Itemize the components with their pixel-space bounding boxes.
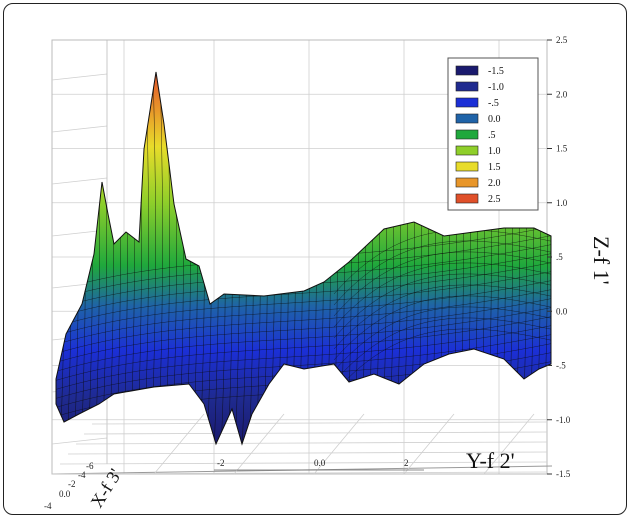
y-tick-label: 0.0 <box>314 458 326 468</box>
legend-swatch <box>455 81 479 92</box>
legend-label: 0.0 <box>488 114 501 125</box>
legend-swatch <box>455 65 479 76</box>
x-axis-ticks: -6-4-20.0-4 <box>44 461 94 511</box>
x-tick-label: -6 <box>86 461 94 471</box>
z-tick-label: 0.0 <box>556 306 568 316</box>
z-tick-label: -1.0 <box>556 415 571 425</box>
legend-label: -1.5 <box>488 66 504 77</box>
z-axis-label: Z-f 1' <box>589 236 614 285</box>
legend-swatch <box>455 161 479 172</box>
legend-label: .5 <box>488 130 496 141</box>
legend-swatch <box>455 193 479 204</box>
y-tick-label: 2 <box>404 458 409 468</box>
z-axis-ticks: 2.5 2.0 1.5 1.0 .5 0.0 -.5 -1.0 -1.5 <box>547 35 571 479</box>
x-tick-label: 0.0 <box>59 489 71 499</box>
surface-chart: 2.52.01.51.0.50.0-.5-1.0-1.5 -2 0.0 2 -6-4… <box>44 35 614 511</box>
x-tick-label: -4 <box>78 470 86 480</box>
legend-label: 1.5 <box>488 162 501 173</box>
chart-frame: 2.5 2.0 1.5 1.0.5 0.0 -.5 -1.0 -1.5 -2 0.0 2 -6 -4… <box>3 3 627 515</box>
z-tick-label: -1.5 <box>556 469 571 479</box>
z-tick-label: .5 <box>556 252 563 262</box>
legend-swatch <box>455 97 479 108</box>
legend-label: 1.0 <box>488 146 501 157</box>
z-tick-label: 2.5 <box>556 35 568 45</box>
y-axis-label: Y-f 2' <box>466 448 515 473</box>
legend-swatch <box>455 113 479 124</box>
y-tick-label: -2 <box>217 458 225 468</box>
legend-swatch <box>455 145 479 156</box>
z-tick-label: 1.0 <box>556 198 568 208</box>
legend-label: 2.0 <box>488 178 501 189</box>
z-tick-label: 1.5 <box>556 144 568 154</box>
y-axis-ticks: -2 0.0 2 <box>214 458 424 471</box>
z-tick-label: 2.0 <box>556 89 568 99</box>
z-tick-label: -.5 <box>556 361 566 371</box>
legend-label: -.5 <box>488 98 499 109</box>
legend-label: -1.0 <box>488 82 504 93</box>
legend-swatch <box>455 129 479 140</box>
x-tick-label: -4 <box>44 501 52 511</box>
x-axis-label: X-f 3' <box>86 465 125 511</box>
legend: -1.5 -1.0 -.5 0.0 .5 1.0 1.5 2.0 2.5 <box>447 57 539 211</box>
x-tick-label: -2 <box>68 479 76 489</box>
legend-label: 2.5 <box>488 194 501 205</box>
legend-swatch <box>455 177 479 188</box>
